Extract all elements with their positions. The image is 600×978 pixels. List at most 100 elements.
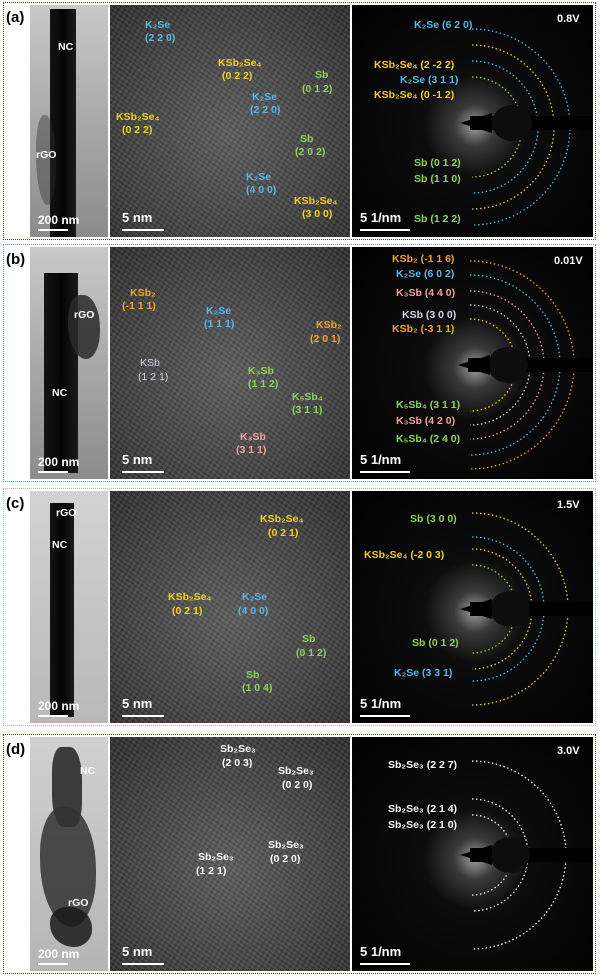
hrtem-label: K₂Se xyxy=(206,305,232,317)
hrtem-image: KSb₂ (-1 1 1) K₂Se (1 1 1) KSb₂ (2 0 1) … xyxy=(110,247,350,479)
hrtem-label: KSb xyxy=(140,357,160,369)
scale-bar-label: 5 nm xyxy=(122,210,153,225)
saed-label: Sb₂Se₃ (2 1 0) xyxy=(388,819,458,831)
saed-label: K₂Se (3 1 1) xyxy=(400,74,459,86)
scale-bar-label: 200 nm xyxy=(38,947,80,961)
hrtem-label: KSb₂Se₄ xyxy=(116,111,160,123)
rgo-sheet xyxy=(36,115,56,205)
hrtem-label: KSb₂Se₄ xyxy=(218,57,262,69)
saed-label: KSb₂Se₄ (2 -2 2) xyxy=(374,59,455,71)
nanocable-rod xyxy=(50,9,76,237)
hrtem-label: K₅Sb₄ xyxy=(292,391,323,403)
hrtem-label: Sb xyxy=(315,69,329,81)
tem-image: rGO NC 200 nm xyxy=(30,491,108,723)
panel-label: (c) xyxy=(6,495,25,512)
saed-label: Sb₂Se₃ (2 1 4) xyxy=(388,803,458,815)
rgo-sheet xyxy=(68,295,100,359)
scale-bar xyxy=(38,715,68,717)
hrtem-label: Sb xyxy=(246,669,260,681)
hrtem-label: KSb₂Se₄ xyxy=(260,513,304,525)
saed-image: 3.0V Sb₂Se₃ (2 2 7) Sb₂Se₃ (2 1 4) Sb₂Se… xyxy=(352,737,593,971)
hrtem-hkl: (1 1 1) xyxy=(204,318,235,330)
hrtem-image: K₂Se (2 2 0) KSb₂Se₄ (0 2 2) Sb (0 1 2) … xyxy=(110,5,350,237)
diffraction-rings xyxy=(458,260,593,470)
hrtem-image: KSb₂Se₄ (0 2 1) KSb₂Se₄ (0 2 1) K₂Se (4 … xyxy=(110,491,350,723)
panel-label: (b) xyxy=(6,251,26,268)
saed-label: K₂Se (6 0 2) xyxy=(396,268,455,280)
hrtem-hkl: (2 2 0) xyxy=(250,104,281,116)
hrtem-hkl: (0 2 0) xyxy=(270,853,301,865)
panel-label: (a) xyxy=(6,9,25,26)
hrtem-hkl: (3 1 1) xyxy=(292,404,323,416)
saed-label: KSb₂Se₄ (0 -1 2) xyxy=(374,89,455,101)
saed-label: Sb (1 2 2) xyxy=(414,213,461,225)
tem-image: rGO NC 200 nm xyxy=(30,247,108,479)
saed-label: K₃Sb (4 4 0) xyxy=(396,287,456,299)
hrtem-hkl: (3 1 1) xyxy=(236,444,267,456)
scale-bar xyxy=(122,471,164,473)
voltage-label: 3.0V xyxy=(557,745,580,757)
tem-image: NC rGO 200 nm xyxy=(30,737,108,971)
hrtem-hkl: (0 2 1) xyxy=(172,605,203,617)
hrtem-hkl: (2 0 2) xyxy=(295,146,326,158)
scale-bar xyxy=(360,715,410,717)
rgo-label: rGO xyxy=(68,897,89,909)
hrtem-label: KSb₂Se₄ xyxy=(168,591,212,603)
saed-image: 0.01V KSb₂ (-1 1 6) K₂Se (6 0 2) K₃Sb (4… xyxy=(352,247,593,479)
scale-bar xyxy=(122,229,164,231)
scale-bar-label: 5 nm xyxy=(122,944,153,959)
hrtem-label: Sb₂Se₃ xyxy=(268,839,304,851)
rgo-label: rGO xyxy=(36,149,57,161)
scale-bar-label: 5 nm xyxy=(122,452,153,467)
tem-image: NC rGO 200 nm xyxy=(30,5,108,237)
scale-bar xyxy=(38,963,68,965)
voltage-label: 0.8V xyxy=(557,13,580,25)
saed-label: Sb₂Se₃ (2 2 7) xyxy=(388,759,458,771)
voltage-label: 1.5V xyxy=(557,499,580,511)
scale-bar xyxy=(38,471,68,473)
hrtem-label: Sb xyxy=(302,633,316,645)
hrtem-hkl: (4 0 0) xyxy=(246,184,277,196)
hrtem-hkl: (0 2 0) xyxy=(282,779,313,791)
hrtem-hkl: (0 2 1) xyxy=(268,527,299,539)
hrtem-hkl: (1 2 1) xyxy=(196,865,227,877)
panel-d: NC rGO 200 nm Sb₂Se₃ (2 0 3) Sb₂Se₃ (0 2… xyxy=(3,734,596,974)
saed-label: Sb (1 1 0) xyxy=(414,173,461,185)
hrtem-hkl: (2 0 1) xyxy=(310,333,341,345)
scale-bar-label: 200 nm xyxy=(38,213,80,227)
diffraction-rings xyxy=(460,760,593,950)
hrtem-label: Sb xyxy=(300,133,314,145)
hrtem-label: K₃Sb xyxy=(240,431,266,443)
saed-label: K₂Se (6 2 0) xyxy=(414,19,473,31)
hrtem-hkl: (0 1 2) xyxy=(296,647,327,659)
scale-bar xyxy=(360,229,410,231)
hrtem-hkl: (1 0 4) xyxy=(242,682,273,694)
hrtem-hkl: (3 0 0) xyxy=(302,208,333,220)
saed-label: Sb (0 1 2) xyxy=(414,157,461,169)
hrtem-label: K₂Se xyxy=(246,171,272,183)
hrtem-hkl: (-1 1 1) xyxy=(122,300,156,312)
nc-label: NC xyxy=(52,539,68,551)
panel-label: (d) xyxy=(6,741,26,758)
scale-bar-label: 5 1/nm xyxy=(360,696,402,711)
hrtem-label: K₂Se xyxy=(145,19,171,31)
scale-bar-label: 200 nm xyxy=(38,455,80,469)
rgo-sheet xyxy=(50,907,92,947)
hrtem-label: K₃Sb xyxy=(248,365,274,377)
hrtem-hkl: (0 2 2) xyxy=(122,124,153,136)
hrtem-label: Sb₂Se₃ xyxy=(198,851,234,863)
scale-bar-label: 5 1/nm xyxy=(360,944,402,959)
hrtem-hkl: (0 2 2) xyxy=(222,70,253,82)
hrtem-label: Sb₂Se₃ xyxy=(278,765,314,777)
scale-bar-label: 5 1/nm xyxy=(360,210,402,225)
saed-label: KSb₂ (-3 1 1) xyxy=(392,323,455,335)
hrtem-hkl: (4 0 0) xyxy=(238,605,269,617)
hrtem-label: K₂Se xyxy=(242,591,268,603)
scale-bar xyxy=(360,471,410,473)
saed-label: KSb₂Se₄ (-2 0 3) xyxy=(364,549,445,561)
hrtem-hkl: (2 0 3) xyxy=(222,757,253,769)
scale-bar xyxy=(360,963,410,965)
hrtem-label: KSb₂ xyxy=(130,287,156,299)
saed-label: KSb (3 0 0) xyxy=(402,309,457,321)
saed-label: Sb (3 0 0) xyxy=(410,513,457,525)
